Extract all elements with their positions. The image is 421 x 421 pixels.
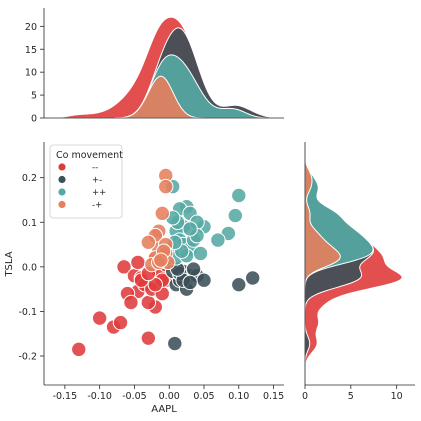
scatter-plot: -0.15 -0.10 -0.05 0.00 0.05 0.10 0.15 -0.2 -0.1… <box>4 142 284 415</box>
y-tick-label: 0.0 <box>22 262 37 273</box>
scatter-point <box>227 207 244 224</box>
legend: Co movement -- +- ++ -+ <box>49 144 123 219</box>
scatter-point <box>116 259 132 275</box>
right-tick-label: 5 <box>348 391 354 402</box>
scatter-point <box>210 232 226 248</box>
x-tick-label: -0.05 <box>122 391 147 402</box>
top-tick-label: 0 <box>31 114 37 125</box>
scatter-point <box>130 254 146 271</box>
legend-box <box>49 144 123 219</box>
right-tick-label: 0 <box>302 391 308 402</box>
scatter-point <box>182 221 198 237</box>
main-y-ticks: -0.2 -0.1 0.0 0.1 0.2 <box>18 173 44 363</box>
top-marginal-kde-group <box>43 16 285 119</box>
scatter-point <box>185 261 202 277</box>
legend-label: +- <box>92 176 102 186</box>
scatter-point <box>158 178 174 195</box>
y-tick-label: -0.1 <box>18 307 37 318</box>
legend-marker <box>58 188 66 196</box>
y-tick-label: 0.2 <box>22 173 37 184</box>
scatter-point <box>231 276 247 293</box>
legend-label: -- <box>92 163 98 173</box>
scatter-point <box>147 276 164 293</box>
scatter-point <box>196 272 212 288</box>
right-tick-label: 10 <box>391 391 403 402</box>
y-tick-label: -0.2 <box>18 352 37 363</box>
scatter-point <box>140 234 157 251</box>
right-marginal-ticks: 0 5 10 <box>302 385 403 402</box>
legend-marker <box>58 200 66 209</box>
scatter-point <box>231 187 247 204</box>
x-tick-label: -0.10 <box>87 391 112 402</box>
top-tick-label: 10 <box>25 68 37 79</box>
top-marginal-ticks: 0 5 10 15 20 <box>25 22 44 125</box>
x-tick-label: -0.15 <box>53 391 78 402</box>
legend-title: Co movement <box>56 150 123 161</box>
legend-label: ++ <box>92 188 106 198</box>
scatter-point <box>182 274 198 291</box>
scatter-point <box>245 270 261 286</box>
scatter-point <box>71 341 87 358</box>
legend-label: -+ <box>92 201 102 211</box>
scatter-point <box>153 252 169 268</box>
scatter-point <box>154 205 170 222</box>
scatter-points <box>71 167 261 358</box>
x-axis-label: AAPL <box>151 404 177 415</box>
scatter-point <box>140 294 157 311</box>
y-axis-label: TSLA <box>4 251 15 277</box>
legend-marker <box>58 175 66 184</box>
scatter-point <box>112 314 129 331</box>
x-tick-label: 0.00 <box>159 391 180 402</box>
scatter-point <box>192 245 209 262</box>
top-marginal-plot: 0 5 10 15 20 <box>25 8 285 125</box>
y-tick-label: 0.1 <box>22 218 37 229</box>
right-marginal-kde-group <box>304 142 403 385</box>
main-x-ticks: -0.15 -0.10 -0.05 0.00 0.05 0.10 0.15 <box>53 385 284 402</box>
legend-marker <box>58 163 66 171</box>
x-tick-label: 0.10 <box>228 391 249 402</box>
top-tick-label: 15 <box>25 45 37 56</box>
scatter-point <box>167 335 183 352</box>
x-tick-label: 0.05 <box>193 391 214 402</box>
scatter-point <box>123 294 139 311</box>
right-marginal-plot: 0 5 10 <box>302 142 415 402</box>
x-tick-label: 0.15 <box>263 391 284 402</box>
scatter-point <box>140 330 157 346</box>
legend-items: -- +- ++ -+ <box>58 163 106 211</box>
top-tick-label: 20 <box>25 22 37 33</box>
top-tick-label: 5 <box>31 91 37 102</box>
scatter-point <box>91 310 108 326</box>
